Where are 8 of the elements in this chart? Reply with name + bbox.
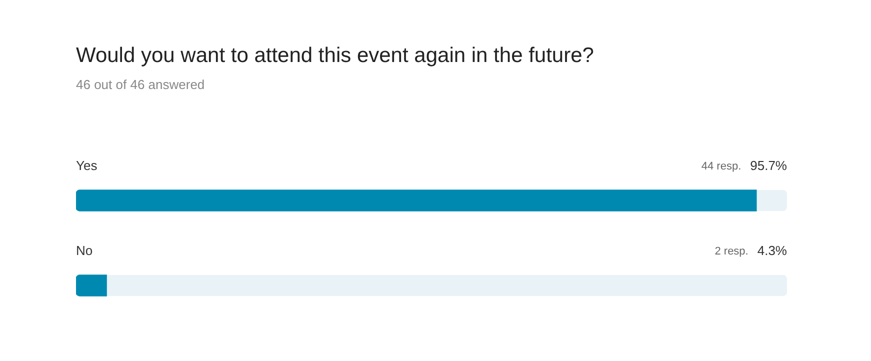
annotation: 44 resp. [701,160,742,173]
y-tick-label: No [76,243,93,258]
data-label: 4.3% [757,243,788,258]
data-label: 95.7% [750,158,788,174]
y-tick-label: Yes [76,158,98,174]
chart-title: Would you want to attend this event again in the future? [76,44,594,68]
chart-subtitle: 46 out of 46 answered [76,77,205,92]
annotation: 2 resp. [714,246,748,258]
